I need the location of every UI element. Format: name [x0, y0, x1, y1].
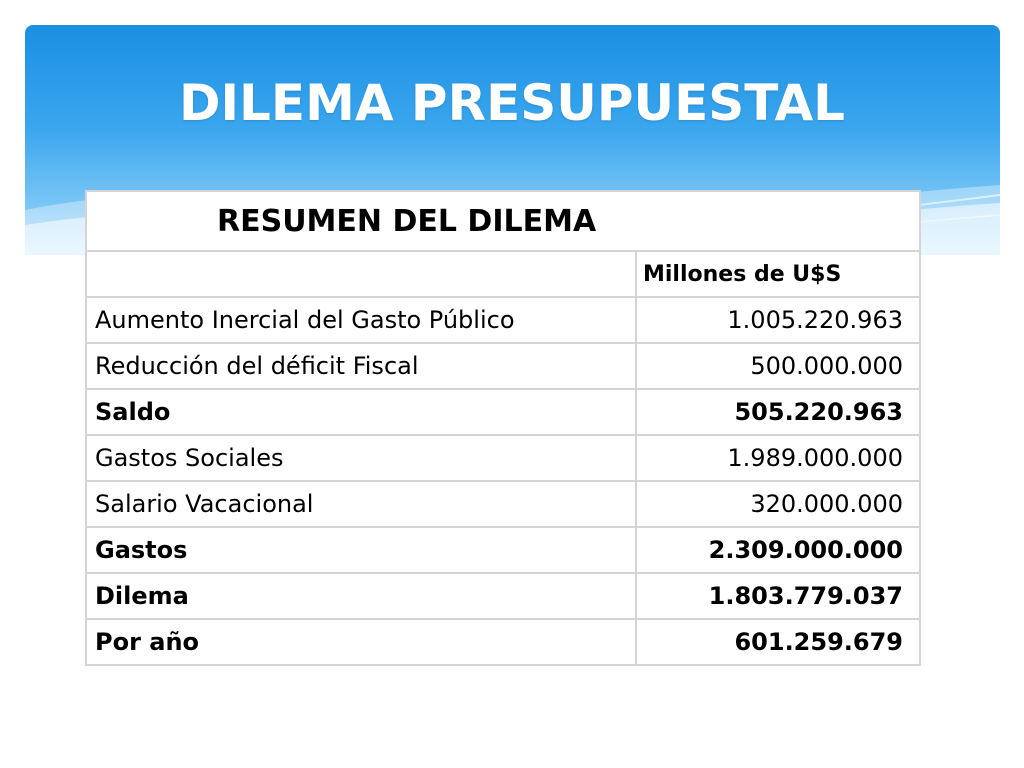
row-value: 2.309.000.000	[635, 526, 921, 574]
row-value: 1.005.220.963	[635, 296, 921, 344]
row-label: Saldo	[85, 388, 637, 436]
empty-header-cell	[85, 250, 637, 298]
row-label: Dilema	[85, 572, 637, 620]
row-value: 601.259.679	[635, 618, 921, 666]
table-row: Gastos Sociales 1.989.000.000	[85, 434, 921, 482]
table-row: Gastos 2.309.000.000	[85, 526, 921, 574]
table-row: Aumento Inercial del Gasto Público 1.005.…	[85, 296, 921, 344]
slide-title: DILEMA PRESUPUESTAL	[178, 74, 846, 132]
row-label: Reducción del déficit Fiscal	[85, 342, 637, 390]
row-value: 505.220.963	[635, 388, 921, 436]
summary-table: RESUMEN DEL DILEMA Millones de U$S Aumen…	[85, 190, 921, 666]
unit-header: Millones de U$S	[635, 250, 921, 298]
table-row: Salario Vacacional 320.000.000	[85, 480, 921, 528]
row-value: 1.803.779.037	[635, 572, 921, 620]
table-row: Reducción del déficit Fiscal 500.000.000	[85, 342, 921, 390]
table-row: Saldo 505.220.963	[85, 388, 921, 436]
row-value: 500.000.000	[635, 342, 921, 390]
row-value: 1.989.000.000	[635, 434, 921, 482]
table-title: RESUMEN DEL DILEMA	[85, 190, 921, 252]
table-title-row: RESUMEN DEL DILEMA	[85, 190, 921, 252]
table-row: Por año 601.259.679	[85, 618, 921, 666]
row-label: Gastos	[85, 526, 637, 574]
row-label: Salario Vacacional	[85, 480, 637, 528]
row-label: Aumento Inercial del Gasto Público	[85, 296, 637, 344]
row-label: Por año	[85, 618, 637, 666]
table-row: Dilema 1.803.779.037	[85, 572, 921, 620]
row-label: Gastos Sociales	[85, 434, 637, 482]
unit-header-row: Millones de U$S	[85, 250, 921, 298]
row-value: 320.000.000	[635, 480, 921, 528]
